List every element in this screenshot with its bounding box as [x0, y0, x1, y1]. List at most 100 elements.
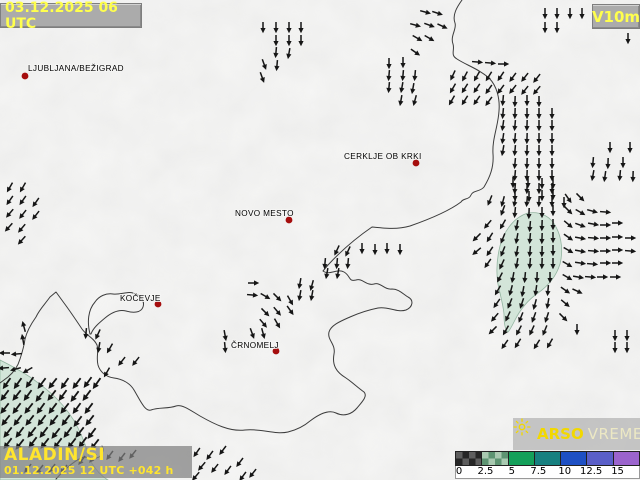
wind-arrow: [409, 22, 421, 28]
wind-arrow: [15, 426, 25, 438]
branding-band: ARSO VREME: [513, 418, 640, 450]
wind-arrow: [118, 356, 126, 366]
wind-arrow: [587, 235, 600, 241]
wind-arrow: [512, 107, 518, 120]
wind-arrow: [2, 377, 12, 390]
wind-arrow: [575, 208, 586, 216]
wind-arrow: [546, 338, 554, 349]
wind-arrow: [561, 197, 567, 209]
wind-arrow: [273, 306, 281, 316]
wind-arrow: [0, 350, 10, 356]
wind-arrow: [527, 232, 533, 245]
wind-arrow: [72, 402, 82, 415]
legend-tick-label: 7.5: [530, 466, 547, 477]
wind-arrow: [518, 312, 524, 323]
wind-arrow: [87, 427, 97, 439]
model-run-time: 01.12.2025 12 UTC +042 h: [4, 464, 174, 477]
wind-arrow: [48, 377, 58, 389]
model-info-box: ALADIN/SI 01.12.2025 12 UTC +042 h: [0, 446, 192, 478]
wind-arrow: [533, 73, 541, 83]
wind-arrow: [335, 267, 341, 280]
city-dot: [272, 347, 280, 355]
wind-arrow: [286, 47, 292, 60]
city-dot: [412, 159, 420, 167]
wind-arrow: [514, 257, 520, 270]
wind-arrow: [274, 59, 280, 72]
wind-arrow: [525, 177, 531, 189]
wind-arrow: [19, 195, 27, 206]
wind-arrow: [531, 312, 537, 323]
wind-arrow: [21, 321, 27, 333]
wind-arrow: [83, 327, 89, 340]
wind-arrow: [259, 318, 267, 328]
wind-arrow: [550, 245, 556, 257]
wind-arrow: [51, 427, 61, 439]
wind-arrow: [0, 365, 10, 371]
wind-arrow: [533, 339, 541, 350]
wind-arrow: [32, 210, 40, 220]
wind-arrow: [10, 366, 22, 372]
wind-arrow: [620, 157, 626, 169]
wind-arrow: [491, 312, 499, 322]
wind-arrow: [397, 244, 403, 256]
wind-arrow: [6, 182, 14, 193]
wind-arrow: [562, 273, 573, 281]
wind-arrow: [484, 219, 492, 229]
wind-arrow: [605, 157, 611, 170]
wind-speed-legend: 0 2.5 5 7.5 10 12.5 15: [455, 451, 640, 479]
city-dot: [21, 72, 29, 80]
wind-arrow: [103, 367, 111, 378]
variable-label: V10m: [591, 7, 640, 26]
wind-arrow: [524, 108, 530, 120]
wind-arrow: [286, 35, 292, 47]
legend-segment: [534, 452, 562, 465]
wind-arrow: [3, 426, 13, 438]
wind-arrow: [514, 219, 520, 232]
wind-arrow: [564, 193, 572, 204]
wind-arrow: [550, 232, 556, 244]
wind-arrow: [536, 96, 542, 108]
wind-arrow: [22, 366, 33, 374]
wind-arrow: [512, 190, 518, 202]
wind-arrow: [630, 170, 636, 183]
wind-arrow: [85, 414, 95, 426]
wind-arrow: [61, 414, 71, 426]
wind-arrow: [549, 145, 555, 157]
wind-arrow: [597, 274, 609, 280]
wind-arrow: [550, 258, 556, 270]
wind-arrow: [554, 8, 560, 20]
wind-arrow: [249, 468, 257, 478]
wind-arrow: [500, 195, 506, 207]
wind-arrow: [206, 450, 214, 461]
wind-arrow: [70, 390, 80, 402]
wind-arrow: [95, 329, 101, 340]
legend-segment: [561, 452, 588, 465]
wind-arrow: [47, 389, 57, 401]
wind-arrow: [539, 207, 545, 219]
wind-arrow: [526, 207, 532, 220]
wind-arrow: [372, 244, 378, 256]
legend-tick-labels: 0 2.5 5 7.5 10 12.5 15: [455, 466, 640, 479]
wind-arrow: [532, 298, 538, 310]
wind-arrow: [562, 260, 573, 268]
wind-arrow: [563, 220, 573, 228]
wind-arrow: [624, 330, 630, 342]
wind-arrow: [590, 156, 596, 169]
wind-arrow: [412, 94, 418, 106]
valid-time-label: 03.12.2025 06 UTC: [5, 0, 118, 32]
wind-arrow: [32, 197, 40, 208]
country-border-loop: [87, 291, 144, 335]
wind-arrow: [424, 34, 435, 42]
wind-arrow: [612, 234, 624, 240]
legend-segment: [613, 452, 639, 465]
wind-arrow: [512, 119, 518, 132]
wind-arrow: [84, 402, 94, 414]
wind-arrow: [73, 415, 83, 427]
wind-arrow: [473, 83, 481, 94]
wind-arrow: [399, 81, 405, 94]
wind-arrow: [211, 463, 219, 473]
wind-arrow: [536, 183, 542, 195]
wind-arrow: [625, 235, 637, 241]
wind-arrow: [485, 71, 493, 82]
wind-arrow: [600, 222, 612, 228]
